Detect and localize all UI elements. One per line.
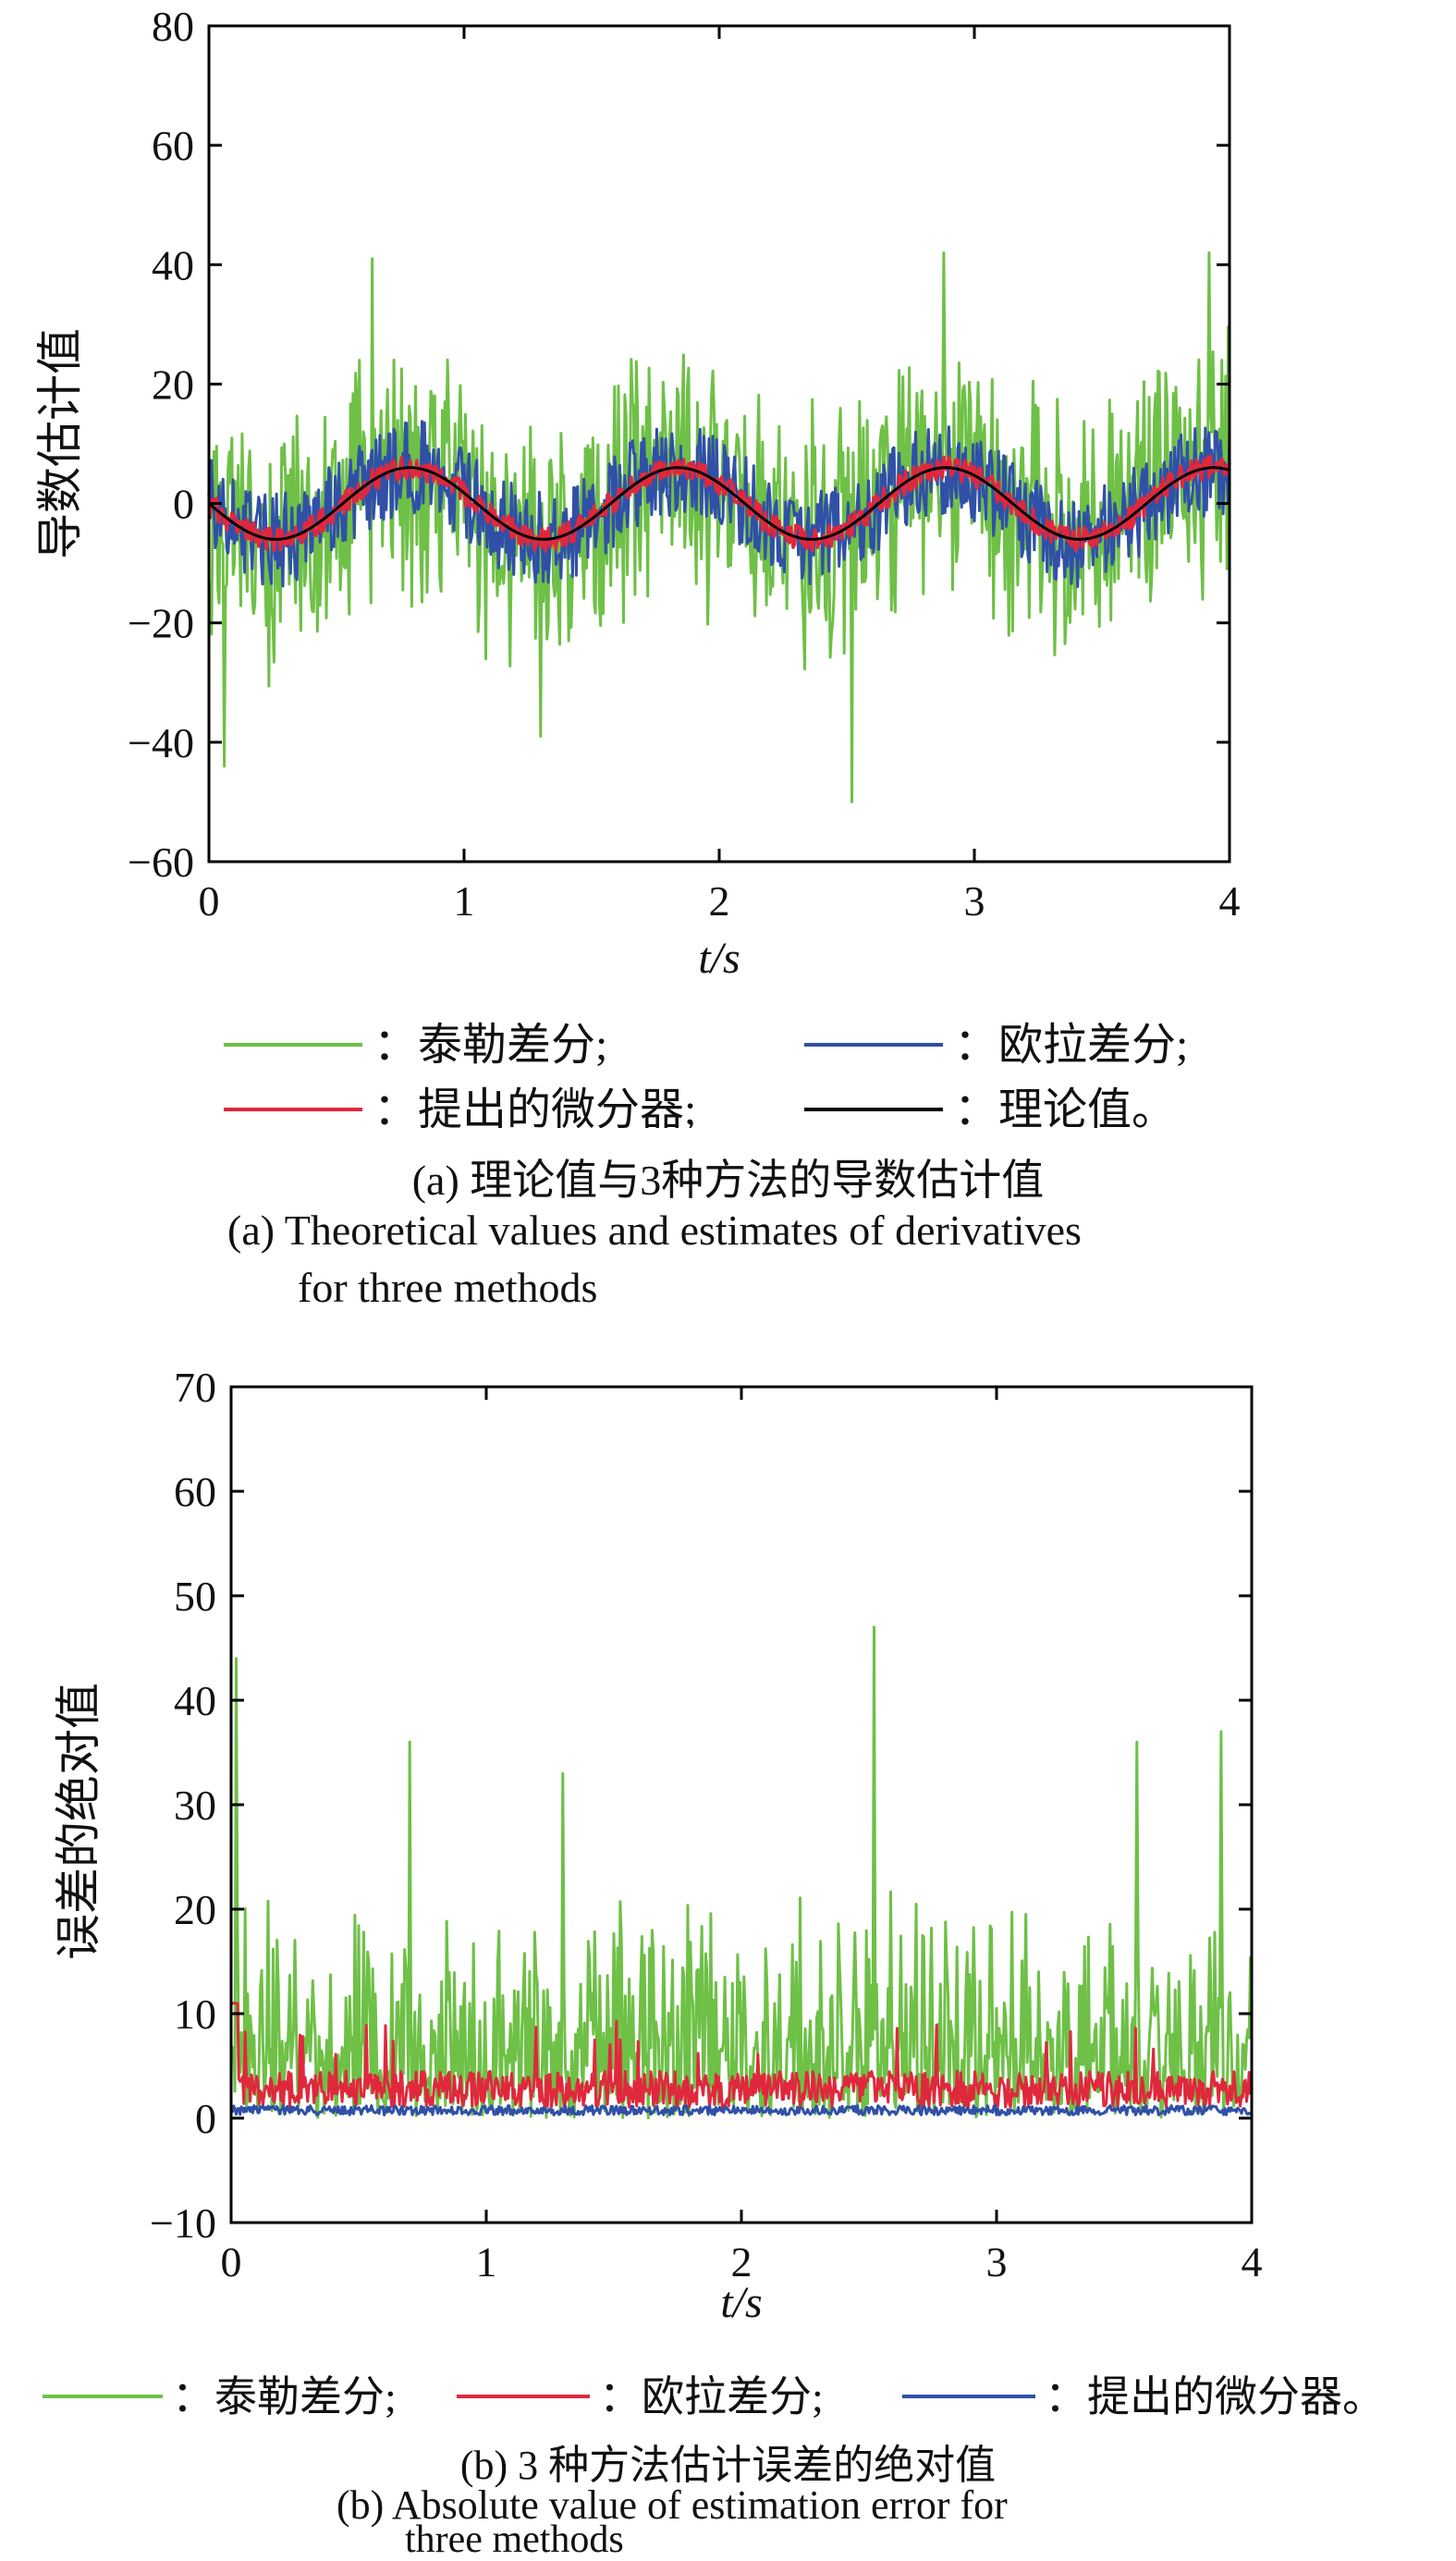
- caption-b-cn: (b) 3 种方法估计误差的绝对值: [459, 2443, 997, 2488]
- chart-a: 0 1 2 3 4 −60 −40 −20 0 20 40 60 80 导数估计值 t/s: [34, 3, 1241, 980]
- x-tick-label: 3: [964, 877, 985, 925]
- y-tick-label: −20: [128, 600, 194, 647]
- y-tick-label: 10: [174, 1991, 216, 2038]
- x-tick-label: 4: [1219, 877, 1241, 925]
- y-tick-label: 40: [152, 241, 194, 288]
- chart-b-ylabel: 误差的绝对值: [53, 1683, 104, 1960]
- y-tick-label: 70: [174, 1364, 216, 1411]
- legend-a-label-taylor: ：泰勒差分;: [373, 1021, 607, 1070]
- caption-a-en-1: (a) Theoretical values and estimates of …: [227, 1207, 1082, 1254]
- x-tick-label: 3: [986, 2238, 1008, 2285]
- y-tick-label: 60: [152, 122, 194, 169]
- series-line-theory: [208, 466, 1230, 541]
- x-tick-label: 0: [221, 2238, 242, 2285]
- chart-b-xlabel: t/s: [720, 2278, 762, 2327]
- x-tick-label: 2: [731, 2238, 752, 2285]
- chart-a-ylabel: 导数估计值: [34, 328, 86, 559]
- chart-a-xlabel: t/s: [698, 934, 740, 980]
- legend-b-label-euler: ：欧拉差分;: [599, 2373, 824, 2420]
- y-tick-label: 80: [152, 3, 194, 50]
- y-tick-label: 30: [174, 1782, 216, 1829]
- chart-b-series-group: [229, 1625, 1254, 2120]
- y-tick-label: 50: [174, 1573, 216, 1620]
- x-tick-label: 0: [199, 877, 220, 925]
- legend-b: ：泰勒差分; ：欧拉差分; ：提出的微分器。: [43, 2373, 1385, 2420]
- y-tick-label: 0: [195, 2095, 216, 2142]
- legend-b-label-taylor: ：泰勒差分;: [172, 2373, 397, 2420]
- y-tick-label: 60: [174, 1468, 216, 1515]
- chart-a-series-group: [207, 251, 1231, 803]
- y-tick-label: 20: [174, 1886, 216, 1933]
- y-tick-label: −60: [128, 839, 194, 886]
- y-tick-label: 0: [173, 481, 194, 528]
- x-tick-label: 4: [1242, 2238, 1263, 2285]
- legend-b-label-proposed: ：提出的微分器。: [1045, 2373, 1385, 2420]
- series-line-taylor: [207, 251, 1231, 803]
- series-line-proposed: [207, 454, 1231, 553]
- y-tick-label: −10: [150, 2200, 216, 2247]
- x-tick-label: 2: [709, 877, 730, 925]
- series-line-proposed: [229, 2103, 1253, 2117]
- caption-b-en-2: three methods: [405, 2518, 624, 2561]
- caption-a-cn: (a) 理论值与3种方法的导数估计值: [411, 1157, 1045, 1204]
- y-tick-label: −40: [128, 719, 194, 766]
- caption-a-en-2: for three methods: [298, 1264, 598, 1311]
- y-tick-label: 20: [152, 361, 194, 408]
- legend-a-label-euler: ：欧拉差分;: [954, 1021, 1188, 1070]
- chart-a-axes: 0 1 2 3 4 −60 −40 −20 0 20 40 60 80: [128, 3, 1240, 925]
- series-line-euler: [230, 2002, 1254, 2110]
- legend-a-label-theory: ：理论值。: [954, 1085, 1176, 1128]
- legend-a-label-proposed: ：提出的微分器;: [373, 1085, 696, 1128]
- legend-a: ：泰勒差分; ：欧拉差分; ：提出的微分器; ：理论值。: [224, 1021, 1188, 1128]
- y-tick-label: 40: [174, 1677, 216, 1724]
- caption-b-en-1: (b) Absolute value of estimation error f…: [336, 2482, 1008, 2528]
- x-tick-label: 1: [476, 2238, 497, 2285]
- x-tick-label: 1: [454, 877, 475, 925]
